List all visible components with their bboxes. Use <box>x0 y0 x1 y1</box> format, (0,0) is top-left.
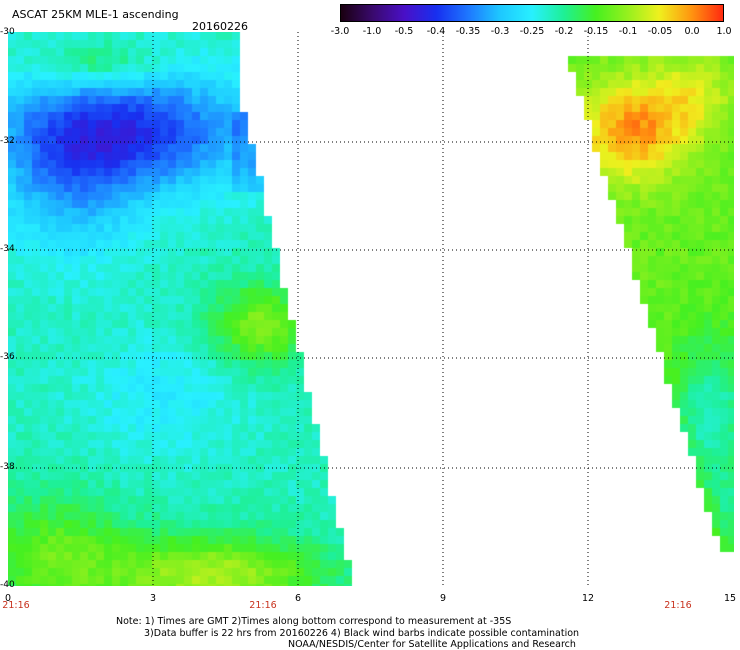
y-tick-label: -38 <box>0 462 15 472</box>
colorbar-tick-label: -0.35 <box>456 26 481 37</box>
scatterometer-swath-image <box>8 32 734 586</box>
y-tick-label: -34 <box>0 244 15 254</box>
colorbar-tick-label: -3.0 <box>331 26 350 37</box>
time-label: 21:16 <box>2 600 30 611</box>
colorbar-tick-label: -0.2 <box>555 26 574 37</box>
colorbar-gradient <box>340 4 724 22</box>
colorbar-tick-label: -1.0 <box>363 26 382 37</box>
x-tick-label: 9 <box>439 593 447 604</box>
x-tick-label: 12 <box>581 593 595 604</box>
y-tick-label: -40 <box>0 580 15 590</box>
time-label: 21:16 <box>249 600 277 611</box>
map-title: ASCAT 25KM MLE-1 ascending <box>12 8 179 21</box>
x-tick-label: 0 <box>4 593 12 604</box>
colorbar-tick-label: -0.4 <box>427 26 446 37</box>
colorbar-tick-label: -0.3 <box>491 26 510 37</box>
footnote-line-1: Note: 1) Times are GMT 2)Times along bot… <box>116 616 512 627</box>
y-tick-label: -30 <box>0 27 15 37</box>
colorbar-tick-label: 1.0 <box>716 26 731 37</box>
map-plot-area <box>8 32 734 586</box>
footnote-line-3: NOAA/NESDIS/Center for Satellite Applica… <box>288 639 576 650</box>
y-tick-label: -32 <box>0 136 15 146</box>
colorbar-tick-label: -0.05 <box>648 26 673 37</box>
map-date: 20160226 <box>192 20 248 33</box>
colorbar-tick-label: -0.15 <box>584 26 609 37</box>
y-tick-label: -36 <box>0 352 15 362</box>
footnote-line-2: 3)Data buffer is 22 hrs from 20160226 4)… <box>144 628 580 639</box>
colorbar-tick-label: 0.0 <box>684 26 699 37</box>
map-grid <box>8 32 734 586</box>
x-tick-label: 15 <box>723 593 737 604</box>
colorbar-tick-label: -0.5 <box>395 26 414 37</box>
colorbar-tick-label: -0.25 <box>520 26 545 37</box>
x-tick-label: 6 <box>294 593 302 604</box>
time-label: 21:16 <box>664 600 692 611</box>
colorbar-tick-label: -0.1 <box>619 26 638 37</box>
x-tick-label: 3 <box>149 593 157 604</box>
